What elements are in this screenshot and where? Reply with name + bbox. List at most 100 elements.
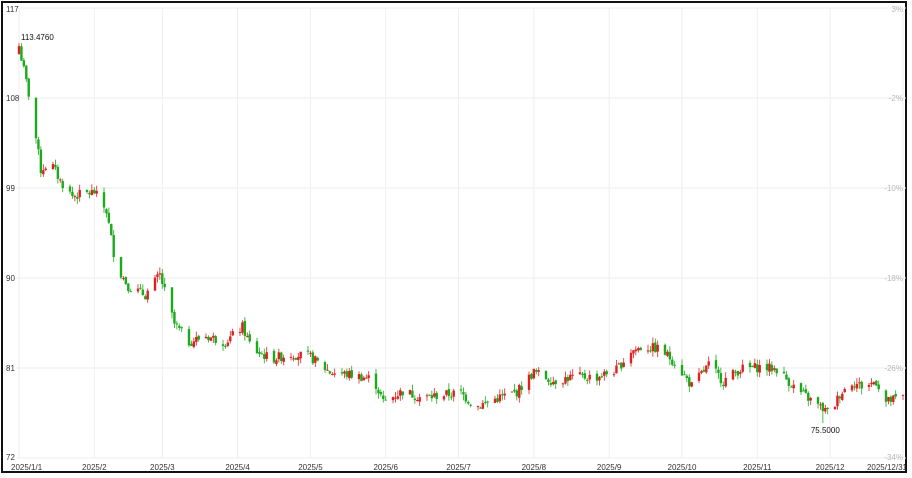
- candle-body: [175, 323, 179, 325]
- candle-body: [892, 395, 895, 402]
- candle-body: [530, 373, 533, 379]
- candle-body: [61, 181, 64, 189]
- y-tick-label: 90: [6, 274, 15, 283]
- candle-body: [785, 374, 788, 380]
- candle-body: [799, 383, 803, 393]
- candle-body: [484, 401, 487, 403]
- candle-body: [323, 362, 327, 370]
- candle-body: [561, 383, 565, 385]
- candle-body: [119, 257, 123, 278]
- candle-body: [841, 393, 844, 400]
- candle-body: [838, 396, 842, 399]
- candle-body: [255, 341, 259, 354]
- high-label: 113.4760: [21, 33, 54, 42]
- candle-body: [493, 398, 497, 403]
- candle-body: [153, 277, 157, 291]
- candle-body: [683, 374, 686, 376]
- candle-body: [362, 377, 366, 381]
- y-tick-label: 81: [6, 364, 15, 373]
- candle-body: [124, 277, 128, 285]
- candle-body: [445, 390, 448, 395]
- candle-body: [146, 290, 149, 300]
- candle-body: [27, 78, 30, 97]
- candle-body: [595, 373, 599, 381]
- candle-body: [741, 364, 744, 372]
- candle-body: [756, 364, 759, 373]
- candle-body: [127, 283, 130, 291]
- candle-body: [379, 391, 383, 395]
- candle-body: [459, 389, 463, 391]
- candle-body: [870, 382, 873, 385]
- candle-body: [673, 364, 676, 366]
- x-tick-label: 2025/9: [597, 463, 622, 472]
- candle-body: [401, 391, 404, 396]
- candle-body: [68, 186, 72, 192]
- candle-body: [552, 381, 555, 385]
- candle-body: [462, 392, 465, 395]
- candle-body: [73, 196, 77, 198]
- candle-body: [615, 365, 618, 374]
- candle-body: [306, 350, 310, 352]
- candle-body: [391, 397, 395, 401]
- candle-body: [442, 396, 446, 400]
- candle-body: [299, 351, 302, 359]
- candle-body: [804, 389, 808, 393]
- candle-body: [294, 358, 298, 360]
- low-label: 75.5000: [811, 426, 840, 435]
- candle-body: [476, 406, 480, 408]
- grid-layer: [16, 7, 906, 459]
- candle-body: [326, 369, 329, 371]
- candle-body: [875, 380, 878, 386]
- candle-body: [751, 365, 754, 367]
- candle-body: [292, 358, 295, 360]
- candle-body: [620, 362, 623, 369]
- candle-body: [374, 373, 378, 389]
- candle-body: [243, 320, 247, 336]
- candle-body: [20, 46, 23, 61]
- candle-body: [408, 389, 412, 395]
- candle-body: [588, 374, 591, 380]
- candle-body: [819, 404, 822, 406]
- y-tick-label: 108: [6, 94, 20, 103]
- candle-body: [263, 354, 266, 359]
- candle-body: [637, 348, 640, 351]
- candle-body: [102, 192, 106, 208]
- y-right-tick-label: -26%: [884, 364, 903, 373]
- candle-body: [731, 370, 735, 380]
- candle-body: [853, 386, 856, 388]
- candle-body: [515, 390, 519, 397]
- candle-body: [775, 368, 778, 374]
- candle-body: [858, 382, 861, 384]
- candle-body: [231, 331, 234, 336]
- candle-body: [377, 389, 380, 394]
- candle-body: [571, 374, 574, 376]
- candle-body: [309, 352, 312, 354]
- candle-body: [629, 352, 633, 364]
- candle-body: [603, 371, 606, 376]
- candle-body: [671, 359, 674, 365]
- candle-body: [668, 351, 672, 360]
- candle-body: [282, 357, 285, 362]
- candle-body: [265, 352, 268, 360]
- candles-layer: [17, 43, 905, 423]
- x-tick-label: 2025/2: [82, 463, 107, 472]
- candle-body: [768, 363, 771, 372]
- candle-body: [360, 374, 363, 382]
- candle-body: [739, 371, 742, 374]
- candle-body: [93, 189, 96, 194]
- x-tick-label: 2025/1/1: [11, 463, 43, 472]
- candle-body: [887, 396, 890, 402]
- candle-body: [770, 364, 774, 372]
- candle-body: [486, 401, 489, 403]
- candle-body: [583, 373, 587, 379]
- candle-body: [787, 378, 791, 386]
- x-tick-label: 2025/5: [298, 463, 323, 472]
- candle-body: [649, 350, 652, 352]
- candle-body: [229, 336, 232, 342]
- candle-body: [85, 189, 89, 192]
- candle-body: [34, 97, 38, 139]
- candle-body: [25, 65, 28, 80]
- candle-body: [44, 168, 47, 171]
- candle-body: [826, 407, 829, 409]
- candle-body: [450, 396, 453, 398]
